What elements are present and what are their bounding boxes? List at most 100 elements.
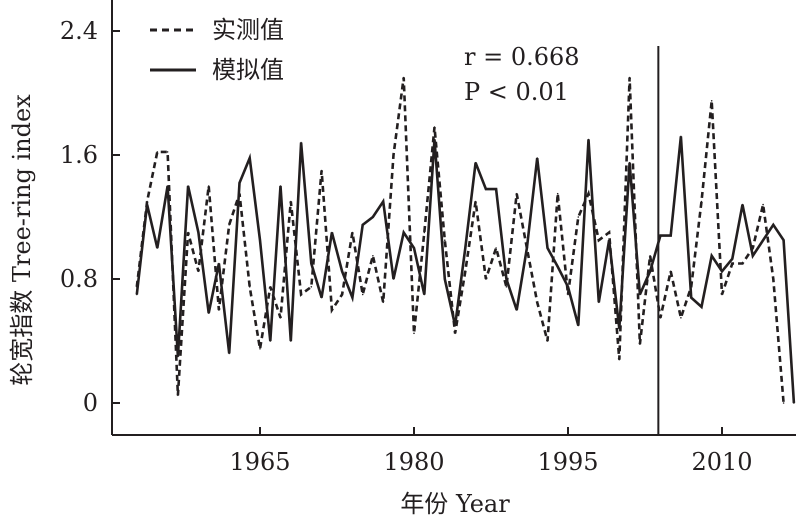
data-point xyxy=(444,239,446,241)
data-point xyxy=(536,157,538,159)
legend-label-simulated: 模拟值 xyxy=(212,56,284,84)
data-point xyxy=(546,247,549,249)
data-point xyxy=(361,224,364,226)
data-point xyxy=(310,286,313,288)
data-point xyxy=(505,278,508,280)
data-point xyxy=(618,358,621,361)
data-point xyxy=(166,151,169,153)
data-point xyxy=(608,231,610,234)
data-point xyxy=(741,203,744,206)
y-axis: 0 0.8 1.6 2.4 xyxy=(60,17,120,417)
data-point xyxy=(433,126,436,128)
data-point xyxy=(628,76,631,79)
data-point xyxy=(392,278,395,280)
data-point xyxy=(197,270,200,273)
data-point xyxy=(731,258,734,260)
data-point xyxy=(454,324,456,327)
data-point xyxy=(413,247,415,249)
y-tick-label: 2.4 xyxy=(60,17,98,45)
data-point xyxy=(700,306,703,308)
data-point xyxy=(587,138,590,141)
data-point xyxy=(444,278,446,280)
data-point xyxy=(402,76,405,79)
data-point xyxy=(187,185,189,187)
data-point xyxy=(556,265,559,268)
data-point xyxy=(628,161,631,164)
data-point xyxy=(248,286,251,288)
data-point xyxy=(228,224,230,226)
y-tick-label: 0.8 xyxy=(60,265,98,293)
legend: 实测值 模拟值 xyxy=(150,16,284,84)
data-point xyxy=(290,200,292,203)
data-point xyxy=(146,200,148,203)
data-point xyxy=(505,286,508,288)
data-point xyxy=(156,247,159,249)
x-axis: 1965 1980 1995 2010 xyxy=(229,427,753,476)
data-point xyxy=(598,301,600,304)
series-simulated xyxy=(135,135,796,404)
y-tick-label: 1.6 xyxy=(60,141,98,169)
data-point xyxy=(382,200,385,203)
data-point xyxy=(649,255,651,257)
data-point xyxy=(721,270,723,273)
series-line xyxy=(135,136,796,404)
data-point xyxy=(454,332,456,335)
data-point xyxy=(710,100,713,102)
data-point xyxy=(382,301,385,304)
data-point xyxy=(320,169,323,172)
data-point xyxy=(485,188,487,190)
data-point xyxy=(146,203,148,206)
data-point xyxy=(341,293,343,296)
data-point xyxy=(567,293,569,296)
data-point xyxy=(187,231,189,234)
data-point xyxy=(772,224,775,226)
data-point xyxy=(556,192,559,195)
data-point xyxy=(433,138,436,141)
x-axis-title: 年份 Year xyxy=(400,490,510,518)
correlation-annotation: r = 0.668 P < 0.01 xyxy=(464,43,580,106)
data-point xyxy=(392,154,395,156)
data-point xyxy=(351,231,354,234)
data-point xyxy=(331,309,333,311)
data-point xyxy=(331,231,333,234)
data-point xyxy=(269,286,272,288)
data-point xyxy=(259,348,261,350)
data-point xyxy=(228,352,230,355)
data-point xyxy=(741,262,744,265)
plot-frame xyxy=(111,0,796,436)
x-tick-label: 1995 xyxy=(537,448,598,476)
data-point xyxy=(526,247,528,249)
data-point xyxy=(207,312,210,314)
series-observed xyxy=(135,76,785,404)
data-point xyxy=(649,270,651,273)
data-point xyxy=(782,402,785,404)
data-point xyxy=(659,317,662,319)
p-value-text: P < 0.01 xyxy=(464,78,569,106)
series-layer xyxy=(135,76,796,404)
data-point xyxy=(618,327,621,330)
data-point xyxy=(177,394,179,397)
data-point xyxy=(793,402,795,404)
data-point xyxy=(341,270,343,273)
data-point xyxy=(372,255,374,257)
data-point xyxy=(402,231,405,234)
data-point xyxy=(474,200,477,203)
data-point xyxy=(485,278,487,280)
data-point xyxy=(700,200,703,203)
data-point xyxy=(361,293,364,296)
data-point xyxy=(577,324,580,327)
data-point xyxy=(279,317,282,319)
data-point xyxy=(772,278,775,280)
data-point xyxy=(464,247,467,249)
legend-label-observed: 实测值 xyxy=(212,16,284,44)
data-point xyxy=(136,293,138,296)
data-point xyxy=(680,317,682,319)
data-point xyxy=(495,188,497,190)
data-point xyxy=(238,182,241,184)
data-point xyxy=(166,185,169,187)
data-point xyxy=(279,185,282,187)
data-point xyxy=(474,161,477,164)
data-point xyxy=(762,239,764,241)
data-point xyxy=(587,192,590,195)
